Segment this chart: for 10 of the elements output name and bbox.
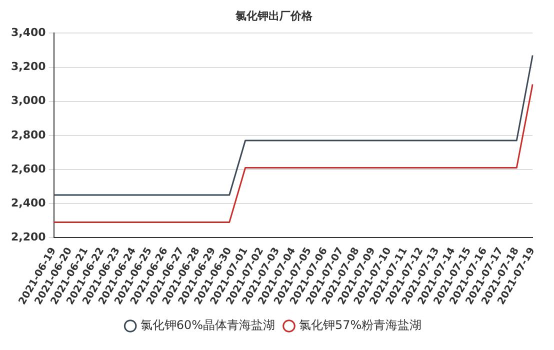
y-tick-label: 2,400 — [10, 196, 46, 210]
y-tick-label: 2,200 — [10, 230, 46, 244]
y-tick-label: 3,200 — [10, 60, 46, 74]
chart-title: 氯化钾出厂价格 — [234, 9, 314, 22]
legend-label: 氯化钾57%粉青海盐湖 — [299, 318, 422, 332]
y-tick-label: 3,000 — [10, 94, 46, 108]
y-tick-label: 3,400 — [10, 26, 46, 40]
legend-label: 氯化钾60%晶体青海盐湖 — [140, 318, 275, 332]
y-tick-label: 2,800 — [10, 128, 46, 142]
y-tick-label: 2,600 — [10, 162, 46, 176]
